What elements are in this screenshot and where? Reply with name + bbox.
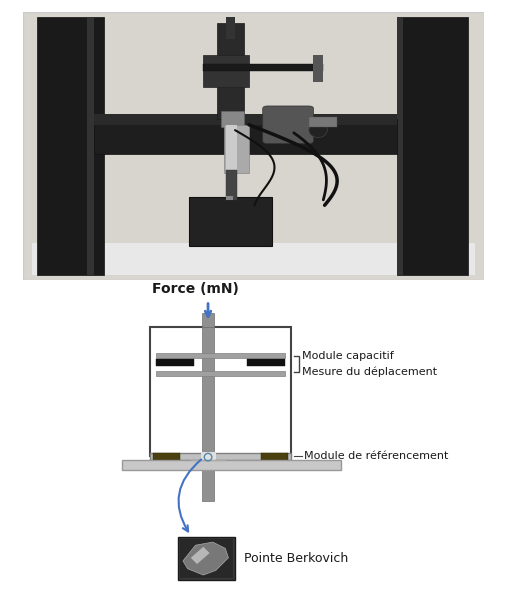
Bar bbox=[87, 17, 94, 275]
Bar bbox=[309, 117, 337, 127]
Bar bbox=[396, 17, 404, 275]
Bar bbox=[178, 537, 235, 579]
Ellipse shape bbox=[309, 123, 328, 137]
Text: Pointe Berkovich: Pointe Berkovich bbox=[244, 552, 348, 565]
Bar bbox=[202, 456, 214, 501]
Bar bbox=[216, 23, 244, 119]
Bar bbox=[203, 55, 249, 87]
Bar bbox=[156, 353, 285, 358]
Bar bbox=[203, 65, 323, 71]
Bar bbox=[226, 171, 237, 200]
Bar bbox=[200, 452, 215, 460]
Bar bbox=[202, 313, 214, 327]
Bar bbox=[226, 196, 233, 200]
Bar bbox=[32, 243, 475, 275]
Bar bbox=[94, 114, 396, 125]
Bar bbox=[150, 453, 291, 459]
Bar bbox=[396, 17, 468, 275]
Bar bbox=[156, 371, 285, 376]
Bar bbox=[156, 359, 194, 366]
Polygon shape bbox=[191, 547, 209, 564]
Bar bbox=[202, 327, 214, 456]
Bar bbox=[226, 125, 237, 173]
Bar bbox=[247, 359, 285, 366]
Bar bbox=[189, 197, 272, 245]
Bar bbox=[150, 327, 291, 456]
Bar bbox=[224, 125, 249, 173]
Polygon shape bbox=[183, 542, 229, 575]
Bar bbox=[94, 119, 396, 154]
Bar bbox=[221, 112, 244, 127]
Bar bbox=[180, 539, 233, 578]
Bar bbox=[122, 459, 341, 470]
Bar bbox=[226, 17, 235, 39]
Bar bbox=[313, 55, 323, 82]
Text: Module de référencement: Module de référencement bbox=[304, 451, 448, 461]
FancyBboxPatch shape bbox=[263, 106, 313, 144]
Text: Mesure du déplacement: Mesure du déplacement bbox=[302, 367, 437, 377]
Text: Force (mN): Force (mN) bbox=[152, 282, 239, 296]
Bar bbox=[37, 17, 103, 275]
Bar bbox=[153, 453, 180, 459]
Bar bbox=[261, 453, 288, 459]
Text: Module capacitif: Module capacitif bbox=[302, 350, 394, 361]
